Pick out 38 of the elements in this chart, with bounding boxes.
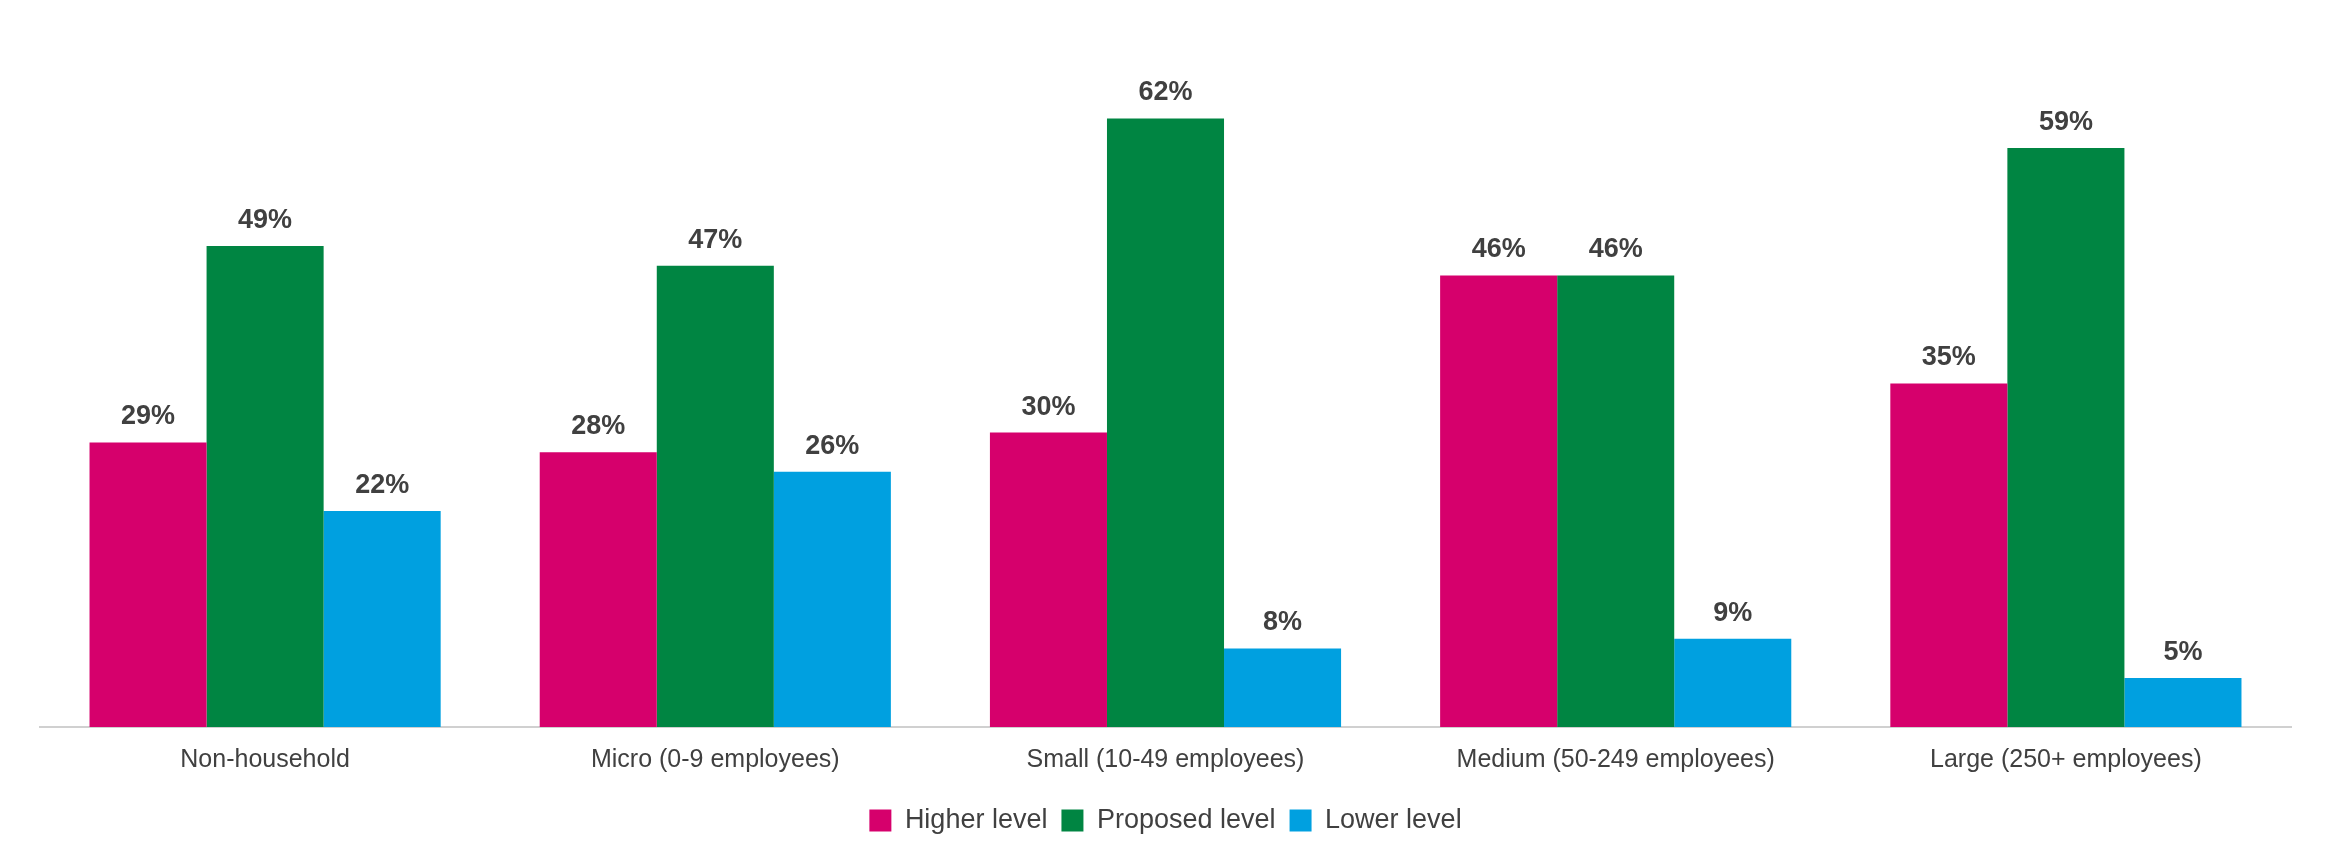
x-tick-label: Micro (0-9 employees) — [590, 743, 840, 772]
data-label: 49% — [238, 204, 293, 235]
data-label: 9% — [1713, 596, 1753, 627]
data-label: 26% — [805, 429, 860, 460]
bar — [89, 442, 207, 727]
data-label: 47% — [688, 223, 743, 254]
bar — [989, 432, 1107, 727]
legend-label: Proposed level — [1096, 803, 1276, 834]
bar — [2124, 677, 2242, 727]
data-label: 29% — [121, 400, 176, 431]
data-label: 8% — [1263, 606, 1303, 637]
data-label: 22% — [355, 469, 410, 500]
data-label: 30% — [1021, 390, 1076, 421]
data-label: 46% — [1471, 233, 1526, 264]
bar — [323, 511, 441, 727]
data-label: 35% — [1921, 341, 1976, 372]
x-tick-label: Large (250+ employees) — [1930, 743, 2202, 772]
bar — [1674, 638, 1792, 727]
bar — [656, 265, 774, 727]
legend-label: Lower level — [1325, 803, 1462, 834]
bar — [1557, 275, 1675, 727]
bar — [539, 452, 657, 727]
bar — [1106, 118, 1225, 727]
x-tick-label: Small (10-49 employees) — [1026, 743, 1305, 772]
legend-label: Higher level — [904, 803, 1048, 834]
x-tick-label: Non-household — [180, 743, 350, 772]
data-label: 62% — [1138, 76, 1193, 107]
data-label: 59% — [2038, 105, 2093, 136]
bar — [1224, 648, 1342, 727]
data-label: 5% — [2163, 635, 2203, 666]
x-tick-label: Medium (50-249 employees) — [1456, 743, 1775, 772]
data-label: 28% — [571, 410, 626, 441]
data-label: 46% — [1588, 233, 1643, 264]
bar — [2007, 147, 2125, 727]
bar — [773, 471, 891, 727]
bar — [1440, 275, 1558, 727]
bar — [206, 246, 324, 727]
bar — [1890, 383, 2008, 727]
